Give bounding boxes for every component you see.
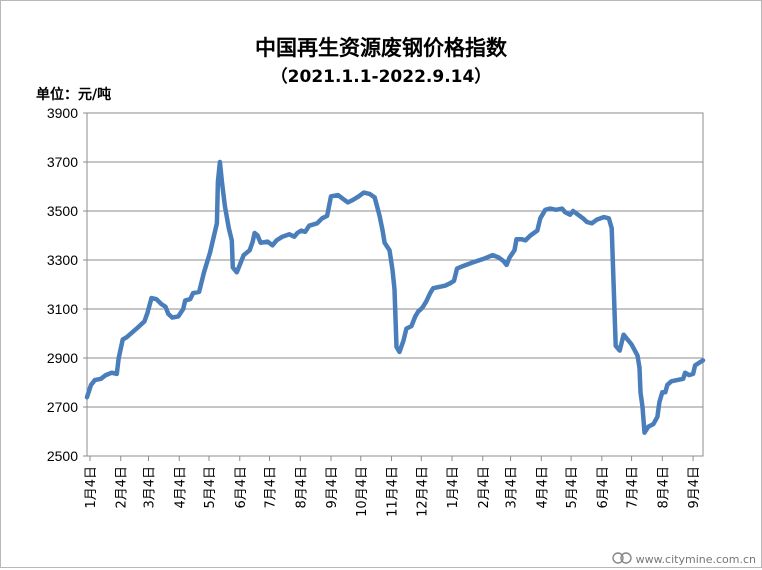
- x-tick-label: 1月4日: [446, 466, 461, 509]
- x-tick-label: 6月4日: [234, 466, 249, 509]
- y-tick-label: 2900: [47, 350, 78, 366]
- x-tick-label: 8月4日: [656, 466, 671, 509]
- x-tick-label: 5月4日: [565, 466, 580, 509]
- x-tick-label: 3月4日: [143, 466, 158, 509]
- x-tick-label: 7月4日: [264, 466, 279, 509]
- x-tick-label: 12月4日: [415, 466, 430, 517]
- chart-subtitle: （2021.1.1-2022.9.14）: [270, 67, 492, 87]
- x-tick-label: 2月4日: [115, 466, 130, 509]
- watermark-url: www.citymine.com.cn: [635, 553, 756, 566]
- chart-title: 中国再生资源废钢价格指数: [255, 36, 507, 60]
- x-tick-label: 7月4日: [626, 466, 641, 509]
- citymine-logo-icon: [612, 552, 632, 564]
- x-tick-label: 4月4日: [173, 466, 188, 509]
- x-tick-label: 3月4日: [505, 466, 520, 509]
- y-tick-label: 3900: [47, 105, 78, 121]
- x-tick-label: 2月4日: [477, 466, 492, 509]
- y-tick-label: 3100: [47, 301, 78, 317]
- y-tick-label: 3300: [47, 252, 78, 268]
- y-tick-label: 2500: [47, 448, 78, 464]
- unit-label: 单位：元/吨: [36, 87, 112, 103]
- x-tick-label: 9月4日: [687, 466, 702, 509]
- y-tick-label: 3500: [47, 203, 78, 219]
- x-tick-label: 10月4日: [355, 466, 370, 517]
- x-tick-label: 9月4日: [325, 466, 340, 509]
- x-tick-label: 1月4日: [84, 466, 99, 509]
- y-tick-label: 3700: [47, 154, 78, 170]
- x-tick-label: 8月4日: [294, 466, 309, 509]
- x-tick-label: 11月4日: [386, 466, 401, 517]
- x-tick-label: 5月4日: [203, 466, 218, 509]
- x-tick-label: 6月4日: [596, 466, 611, 509]
- series-line: [84, 159, 706, 435]
- x-tick-label: 4月4日: [535, 466, 550, 509]
- y-tick-label: 2700: [47, 399, 78, 415]
